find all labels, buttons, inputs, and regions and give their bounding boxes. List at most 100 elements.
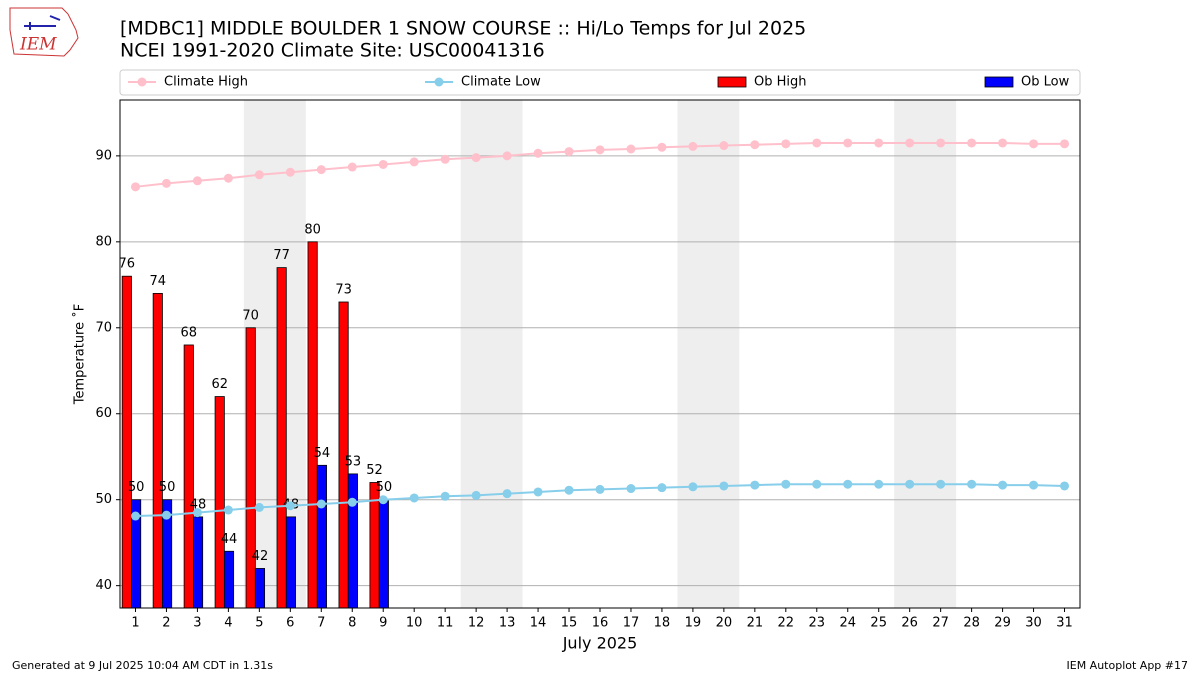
point [533, 487, 543, 497]
data-label: 50 [159, 480, 176, 495]
point [409, 493, 419, 503]
logo-icon [24, 15, 61, 30]
x-tick-label: 5 [255, 616, 263, 631]
point [812, 479, 822, 489]
point [967, 138, 977, 148]
point [719, 141, 729, 151]
x-tick-label: 1 [131, 616, 139, 631]
bar [307, 241, 318, 609]
x-tick-label: 25 [870, 616, 887, 631]
point [223, 173, 233, 183]
x-tick-label: 22 [778, 616, 795, 631]
legend-label: Ob High [754, 75, 807, 90]
point [936, 479, 946, 489]
point [967, 479, 977, 489]
point [1029, 480, 1039, 490]
point [688, 141, 698, 151]
legend-swatch [434, 77, 444, 87]
bar [285, 516, 296, 609]
x-tick-label: 7 [317, 616, 325, 631]
legend-swatch [717, 76, 747, 88]
point [440, 491, 450, 501]
point [905, 479, 915, 489]
footer-right: IEM Autoplot App #17 [1067, 659, 1189, 672]
chart-subtitle: NCEI 1991-2020 Climate Site: USC00041316 [120, 40, 545, 62]
point [1029, 139, 1039, 149]
x-tick-label: 8 [348, 616, 356, 631]
point [688, 482, 698, 492]
x-tick-label: 20 [716, 616, 733, 631]
point [781, 139, 791, 149]
legend-label: Ob Low [1021, 75, 1070, 90]
point [502, 151, 512, 161]
point [440, 154, 450, 164]
bar [214, 396, 225, 609]
point [564, 485, 574, 495]
x-tick-label: 29 [994, 616, 1011, 631]
point [192, 508, 202, 518]
x-tick-label: 21 [747, 616, 764, 631]
point [626, 144, 636, 154]
data-label: 53 [345, 454, 362, 469]
data-label: 68 [180, 325, 197, 340]
bar [223, 550, 235, 609]
data-label: 70 [242, 308, 259, 323]
x-tick-label: 9 [379, 616, 387, 631]
point [316, 165, 326, 175]
point [595, 484, 605, 494]
x-tick-label: 13 [499, 616, 516, 631]
weekend-band [894, 100, 957, 608]
point [781, 479, 791, 489]
point [254, 170, 264, 180]
x-tick-label: 23 [809, 616, 826, 631]
y-tick-label: 40 [95, 578, 112, 593]
data-label: 52 [366, 463, 383, 478]
point [161, 178, 171, 188]
point [874, 138, 884, 148]
data-label: 44 [221, 532, 238, 547]
data-label: 76 [119, 257, 136, 272]
x-tick-label: 15 [561, 616, 578, 631]
point [626, 484, 636, 494]
point [502, 489, 512, 499]
x-tick-label: 18 [654, 616, 671, 631]
bar [192, 516, 204, 609]
x-tick-label: 30 [1025, 616, 1042, 631]
x-tick-label: 31 [1056, 616, 1073, 631]
point [1060, 139, 1070, 149]
point [750, 140, 760, 150]
point [378, 495, 388, 505]
bar [316, 464, 327, 609]
point [378, 159, 388, 169]
x-tick-label: 27 [932, 616, 949, 631]
point [223, 505, 233, 515]
data-label: 42 [252, 549, 269, 564]
logo-text: IEM [19, 35, 57, 55]
legend-swatch [984, 76, 1014, 88]
point [750, 480, 760, 490]
legend-label: Climate Low [461, 75, 541, 90]
data-label: 54 [314, 446, 331, 461]
weekend-band [460, 100, 523, 608]
bar [121, 275, 132, 609]
x-tick-label: 14 [530, 616, 547, 631]
x-tick-label: 16 [592, 616, 609, 631]
x-tick-label: 28 [963, 616, 980, 631]
point [843, 479, 853, 489]
x-tick-label: 24 [839, 616, 856, 631]
point [161, 510, 171, 520]
point [595, 145, 605, 155]
logo: IEM [9, 7, 79, 57]
bar [245, 327, 256, 609]
chart-title: [MDBC1] MIDDLE BOULDER 1 SNOW COURSE :: … [120, 18, 806, 40]
data-label: 74 [150, 274, 167, 289]
x-tick-label: 10 [406, 616, 423, 631]
data-label: 48 [190, 497, 207, 512]
point [285, 501, 295, 511]
point [254, 502, 264, 512]
point [657, 483, 667, 493]
point [192, 176, 202, 186]
bar [276, 267, 287, 609]
point [285, 167, 295, 177]
